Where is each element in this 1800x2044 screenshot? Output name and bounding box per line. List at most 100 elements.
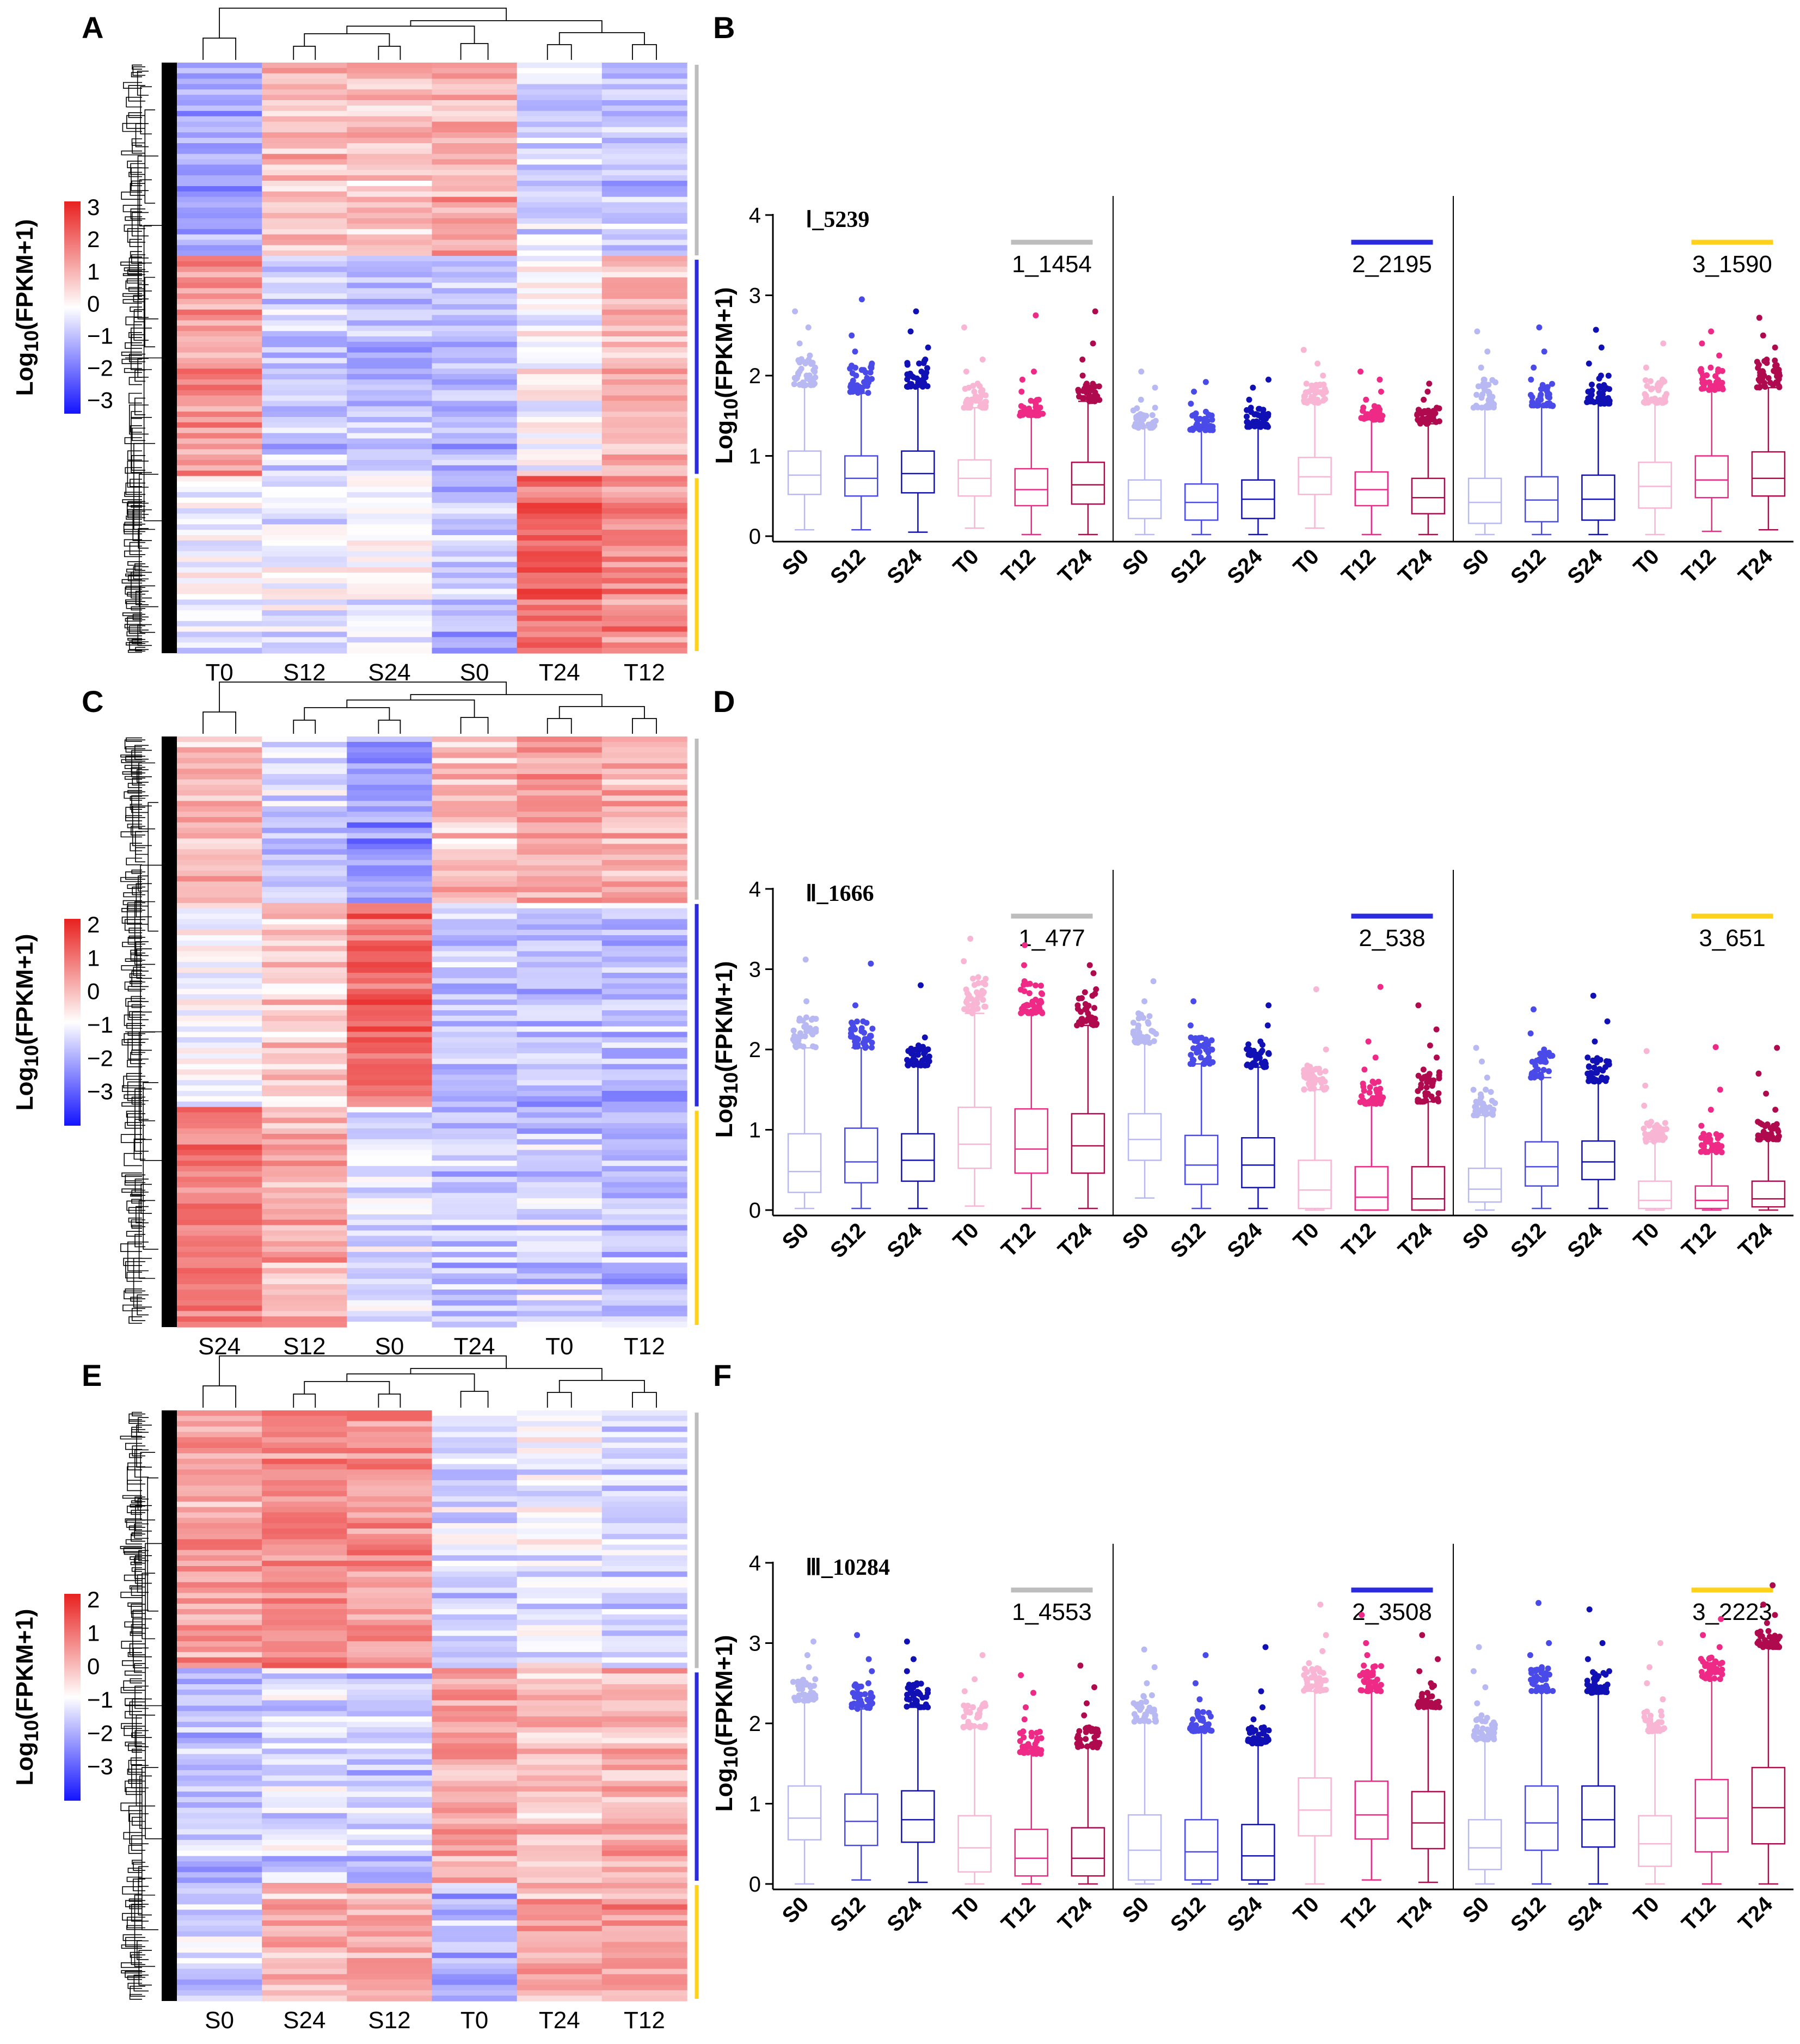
- heatmap-cell: [177, 1754, 262, 1760]
- outlier-point: [1038, 983, 1044, 989]
- row-dendrogram-branch: [122, 771, 142, 775]
- heatmap-cell: [262, 250, 347, 256]
- heatmap-cell: [517, 1727, 603, 1733]
- heatmap-cell: [517, 1700, 603, 1707]
- heatmap-cell: [432, 1867, 518, 1873]
- outlier-point: [1475, 1716, 1481, 1722]
- heatmap-cell: [601, 1219, 687, 1226]
- row-dendrogram-branch: [125, 1698, 142, 1706]
- outlier-point: [850, 1690, 856, 1696]
- heatmap-cell: [517, 1732, 603, 1739]
- heatmap-cell: [432, 261, 518, 267]
- heatmap-cell: [177, 806, 262, 812]
- heatmap-cell: [517, 1979, 603, 1985]
- heatmap-cell: [262, 320, 347, 326]
- outlier-point: [1602, 1064, 1609, 1070]
- heatmap-cell: [517, 1166, 603, 1172]
- heatmap-cell: [601, 1268, 687, 1274]
- outlier-point: [1415, 1002, 1422, 1009]
- heatmap-cell: [262, 1458, 347, 1465]
- heatmap-cell: [601, 1432, 687, 1438]
- heatmap-cell: [347, 95, 433, 101]
- row-dendrogram-branch: [127, 450, 142, 461]
- heatmap-cell: [177, 395, 262, 401]
- outlier-point: [810, 1015, 816, 1022]
- outlier-point: [1090, 1742, 1096, 1748]
- heatmap-cell: [177, 1743, 262, 1749]
- heatmap-cell: [517, 1225, 603, 1231]
- heatmap-cell: [177, 1893, 262, 1900]
- heatmap-cell: [601, 1410, 687, 1416]
- row-dendrogram-branch: [129, 1643, 145, 1655]
- heatmap-cell: [601, 540, 687, 547]
- heatmap-cell: [517, 1069, 603, 1075]
- outlier-point: [1197, 1054, 1204, 1061]
- heatmap-cell: [517, 105, 603, 112]
- outlier-point: [1476, 1644, 1482, 1650]
- heatmap-cell: [517, 535, 603, 541]
- heatmap-cell: [262, 1058, 347, 1065]
- outlier-point: [1188, 401, 1194, 407]
- heatmap-cell: [347, 1700, 433, 1707]
- heatmap-cell: [601, 930, 687, 936]
- row-dendrogram-branch: [131, 1567, 142, 1572]
- outlier-point: [1772, 1107, 1779, 1113]
- heatmap-cell: [262, 1421, 347, 1427]
- outlier-point: [1662, 1120, 1668, 1126]
- heatmap-cell: [601, 946, 687, 952]
- heatmap-cell: [347, 181, 433, 187]
- heatmap-cell: [517, 116, 603, 122]
- heatmap-cell: [347, 1990, 433, 1996]
- heatmap-cell: [517, 1421, 603, 1427]
- outlier-point: [1141, 1714, 1147, 1720]
- heatmap-cell: [262, 1647, 347, 1653]
- heatmap-cell: [601, 1904, 687, 1910]
- heatmap-cell: [517, 369, 603, 375]
- outlier-point: [1201, 1061, 1207, 1067]
- heatmap-cell: [601, 1112, 687, 1118]
- x-tick-label: T0: [1289, 1892, 1324, 1927]
- heatmap-cell: [347, 1910, 433, 1916]
- box-group: S24: [1563, 327, 1615, 589]
- heatmap-cell: [601, 1005, 687, 1011]
- heatmap-cell: [262, 1942, 347, 1948]
- heatmap-cell: [262, 562, 347, 568]
- x-tick-label: T0: [949, 544, 984, 579]
- heatmap-cell: [432, 1883, 518, 1889]
- heatmap-cell: [517, 1818, 603, 1825]
- x-tick-label: S24: [1563, 544, 1607, 589]
- outlier-point: [1303, 380, 1310, 387]
- row-dendrogram-branch: [128, 171, 142, 177]
- heatmap-cell: [177, 1311, 262, 1317]
- heatmap-cell: [517, 341, 603, 348]
- heatmap-cell: [347, 967, 433, 973]
- heatmap-cell: [177, 1251, 262, 1258]
- heatmap-cell: [262, 795, 347, 801]
- heatmap-cell: [517, 164, 603, 170]
- heatmap-cell: [262, 551, 347, 557]
- heatmap-cell: [432, 967, 518, 973]
- heatmap-cell: [262, 138, 347, 144]
- outlier-point: [1301, 1087, 1307, 1093]
- box: [1184, 1134, 1219, 1186]
- heatmap-cell: [601, 197, 687, 203]
- heatmap-cell: [262, 752, 347, 759]
- heatmap-cell: [601, 752, 687, 759]
- heatmap-cell: [177, 63, 262, 69]
- heatmap-cell: [601, 213, 687, 219]
- heatmap-cell: [177, 1662, 262, 1669]
- outlier-point: [1250, 1716, 1257, 1723]
- row-dendrogram-branch: [130, 425, 142, 433]
- heatmap-cell: [177, 1791, 262, 1797]
- outlier-point: [1532, 1668, 1539, 1674]
- heatmap-cell: [177, 648, 262, 654]
- heatmap-cell: [601, 240, 687, 245]
- heatmap-cell: [601, 67, 687, 74]
- heatmap-cell: [432, 763, 518, 769]
- heatmap-cell: [347, 1421, 433, 1427]
- heatmap-cell: [432, 1123, 518, 1129]
- heatmap-cell: [177, 892, 262, 898]
- row-dendrogram-branch: [131, 1732, 142, 1738]
- row-dendrogram-branch: [131, 180, 142, 186]
